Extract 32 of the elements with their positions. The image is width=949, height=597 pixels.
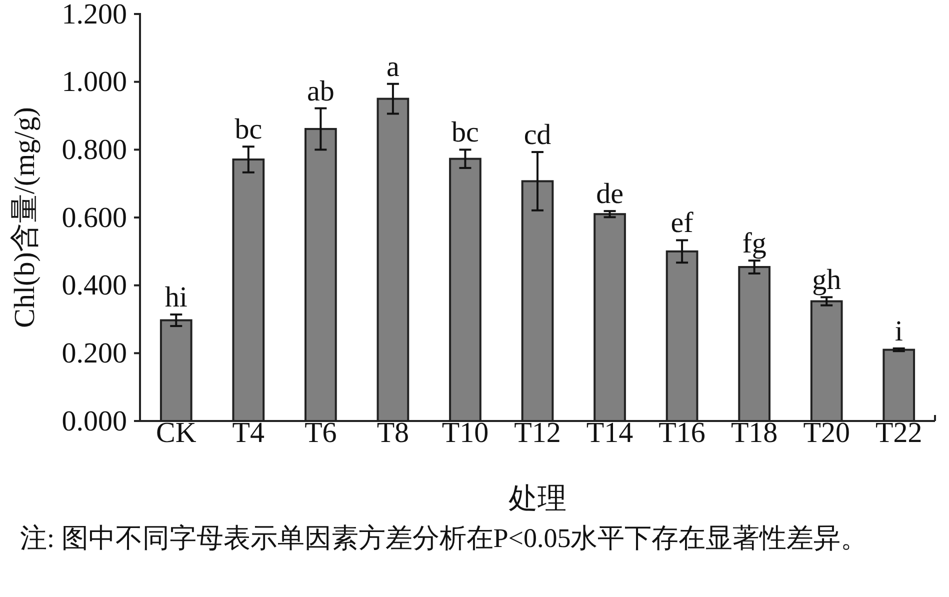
annotation: a (386, 50, 400, 83)
annotation: ef (670, 207, 694, 240)
y-tick-label: 0.600 (62, 202, 127, 234)
annotation: ab (306, 75, 334, 108)
annotation: bc (452, 116, 479, 149)
y-tick-label: 0.200 (62, 337, 127, 370)
annotation: fg (742, 228, 766, 260)
y-tick-label: 0.000 (62, 405, 127, 438)
y-tick-label: 1.200 (62, 0, 127, 30)
x-axis-title: 处理 (508, 483, 566, 515)
annotation: gh (812, 264, 842, 296)
x-tick-label: CK (156, 417, 196, 449)
x-tick-label: T8 (376, 417, 410, 449)
annotation: bc (234, 114, 262, 146)
x-tick-label: T18 (730, 417, 778, 449)
x-tick-label: T6 (304, 417, 337, 449)
y-axis-title: Chl(b)含量/(mg/g) (9, 107, 41, 328)
annotation: i (894, 315, 903, 348)
y-tick-label: 0.800 (62, 134, 127, 166)
x-tick-label: T10 (442, 417, 489, 449)
x-tick-label: T14 (586, 417, 634, 449)
x-tick-label: T22 (876, 417, 922, 449)
x-tick-label: T20 (803, 417, 850, 449)
x-tick-label: T12 (514, 417, 561, 449)
y-tick-label: 0.400 (62, 270, 127, 302)
annotation: cd (524, 119, 552, 152)
x-tick-label: T4 (232, 417, 266, 449)
text: 注: 图中不同字母表示单因素方差分析在P<0.05水平下存在显著性差异。 (20, 522, 869, 555)
annotation: de (596, 178, 624, 210)
annotation: hi (164, 282, 188, 314)
x-tick-label: T16 (658, 417, 706, 449)
y-tick-label: 1.000 (62, 66, 127, 98)
